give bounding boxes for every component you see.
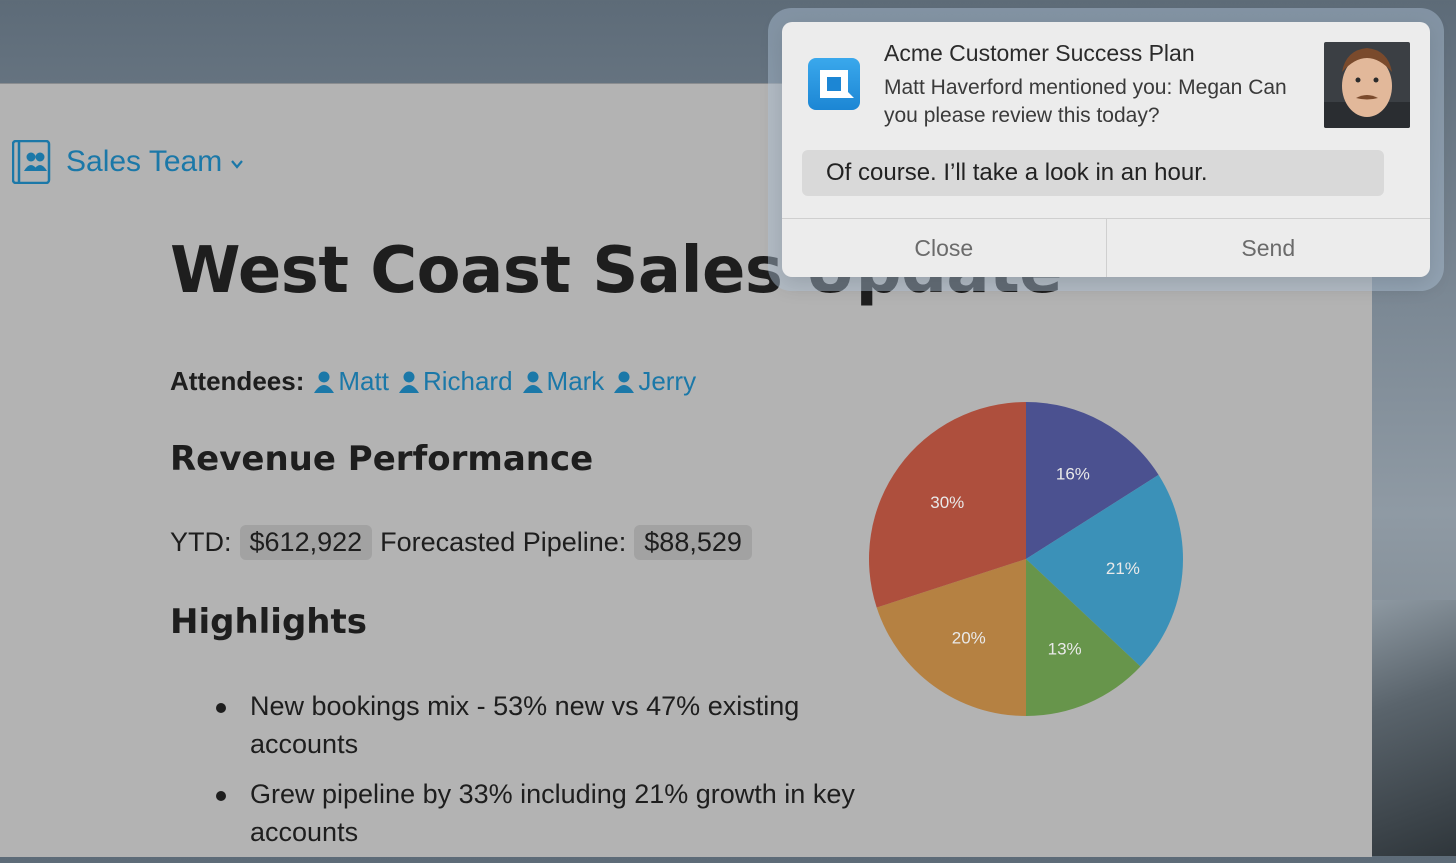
team-folder-icon xyxy=(12,140,51,184)
attendee-name: Matt xyxy=(338,366,389,396)
pie-slice-3 xyxy=(876,559,1026,716)
attendee-matt[interactable]: Matt xyxy=(312,366,389,397)
notification-message: Matt Haverford mentioned you: Megan Can … xyxy=(884,76,1287,127)
attendee-name: Richard xyxy=(422,366,513,396)
revenue-pie-chart: 16% 21% 13% 20% 30% xyxy=(869,402,1183,716)
desktop-wallpaper xyxy=(1366,600,1456,856)
highlights-heading: Highlights xyxy=(170,602,367,642)
person-icon xyxy=(398,371,419,393)
attendee-jerry[interactable]: Jerry xyxy=(612,366,696,397)
notification-actions: Close Send xyxy=(782,218,1430,277)
pie-slice-label: 21% xyxy=(1106,559,1140,578)
ytd-label: YTD: xyxy=(170,527,232,557)
revenue-kpis: YTD: $612,922 Forecasted Pipeline: $88,5… xyxy=(170,525,760,560)
list-item: Grew pipeline by 33% including 21% growt… xyxy=(210,775,870,851)
reply-input[interactable] xyxy=(802,150,1384,196)
pipeline-value: $88,529 xyxy=(634,525,752,560)
highlights-list: New bookings mix - 53% new vs 47% existi… xyxy=(210,687,870,863)
avatar-photo-icon xyxy=(1324,42,1410,128)
ytd-value: $612,922 xyxy=(239,525,373,560)
pipeline-label: Forecasted Pipeline: xyxy=(380,527,627,557)
quip-app-icon xyxy=(808,58,860,110)
attendee-name: Mark xyxy=(546,366,605,396)
attendees-label: Attendees: xyxy=(170,366,305,396)
pie-slice-1 xyxy=(1026,474,1183,667)
person-icon xyxy=(314,371,335,393)
pie-slice-label: 20% xyxy=(952,629,986,648)
attendees-row: Attendees: Matt Richard Mark Jerry xyxy=(170,366,704,397)
attendee-richard[interactable]: Richard xyxy=(397,366,513,397)
notification-banner: Acme Customer Success Plan Matt Haverfor… xyxy=(782,22,1430,277)
person-icon xyxy=(614,371,635,393)
revenue-heading: Revenue Performance xyxy=(170,439,594,479)
send-button[interactable]: Send xyxy=(1105,219,1431,277)
avatar xyxy=(1324,42,1410,128)
pie-slice-label: 16% xyxy=(1056,465,1090,484)
pie-slice-label: 13% xyxy=(1048,639,1082,658)
team-switcher[interactable]: Sales Team xyxy=(12,140,244,184)
pie-slice-0 xyxy=(1026,402,1159,559)
close-button[interactable]: Close xyxy=(782,219,1106,277)
pie-slice-label: 30% xyxy=(930,493,964,512)
pie-slice-4 xyxy=(869,402,1026,608)
attendee-mark[interactable]: Mark xyxy=(521,366,605,397)
chevron-down-icon xyxy=(231,160,244,169)
attendee-name: Jerry xyxy=(638,366,697,396)
person-icon xyxy=(522,371,543,393)
team-label: Sales Team xyxy=(66,145,223,178)
list-item: New bookings mix - 53% new vs 47% existi… xyxy=(210,687,870,763)
notification-title: Acme Customer Success Plan xyxy=(884,40,1195,66)
pie-slice-2 xyxy=(1026,559,1141,716)
